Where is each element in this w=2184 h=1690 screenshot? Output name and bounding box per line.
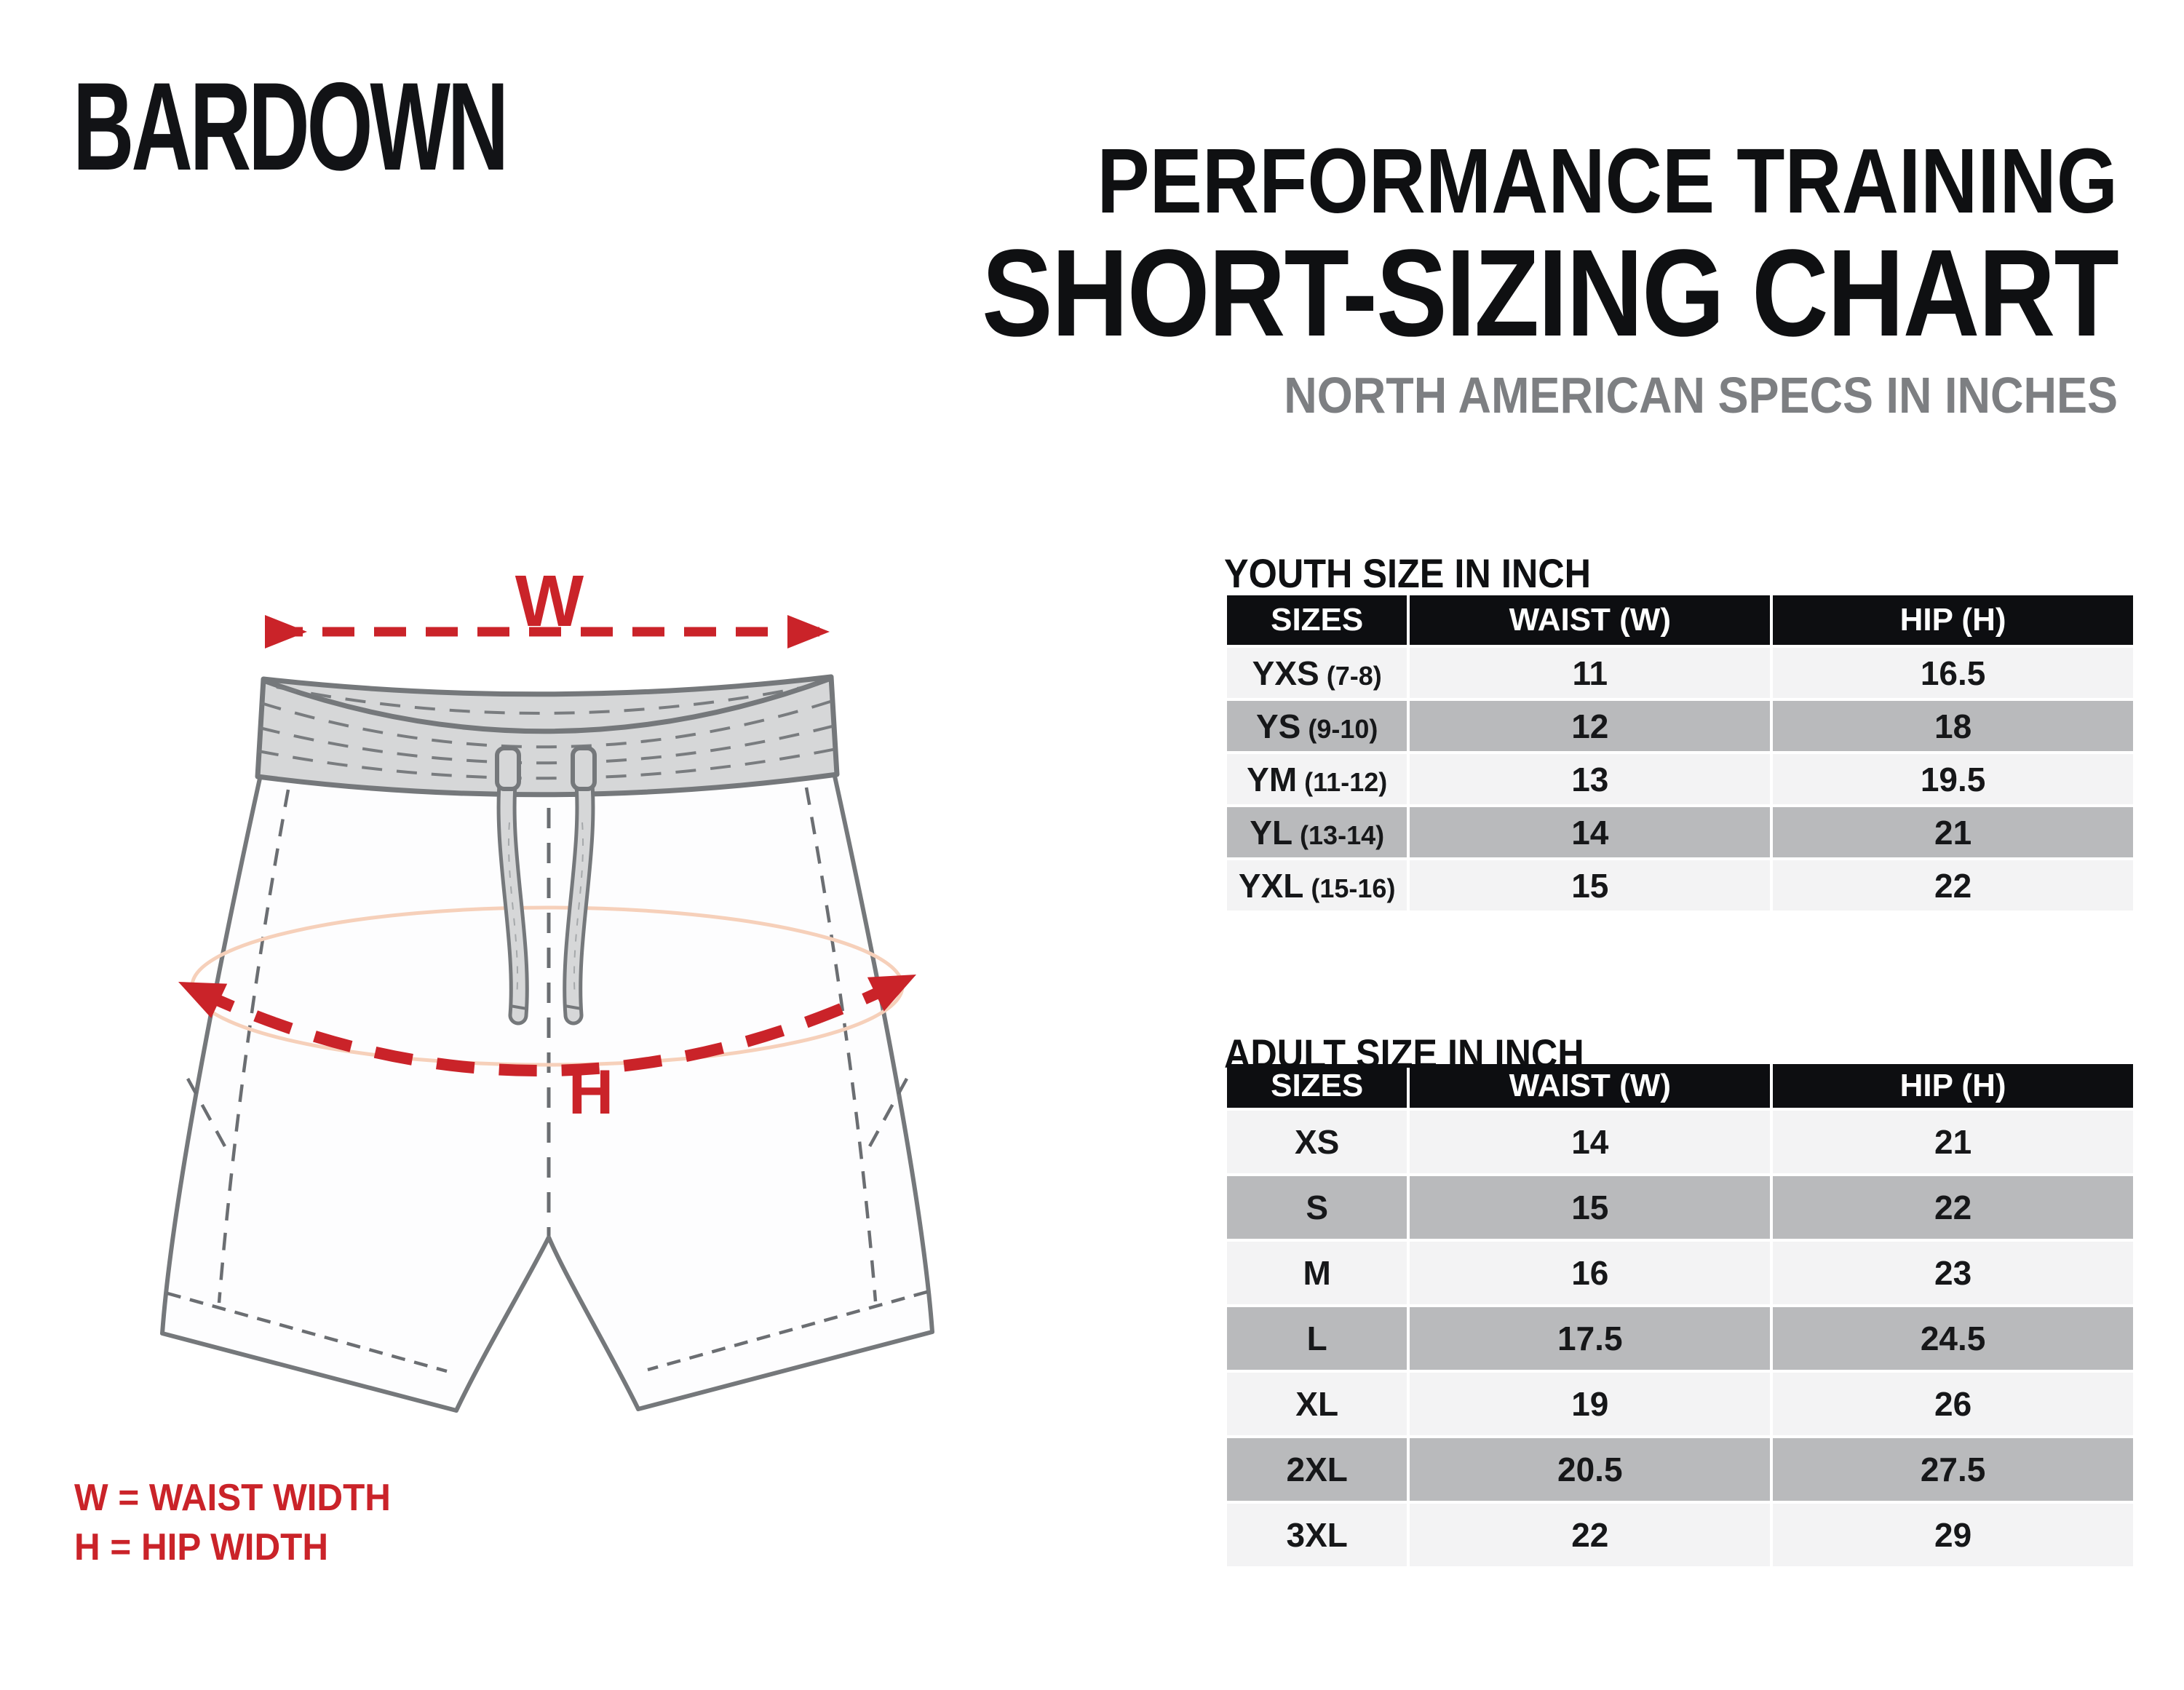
waist-value-cell: 13	[1410, 754, 1771, 804]
hip-measure-label: H	[568, 1058, 613, 1127]
table-row: YXS (7-8) 11 16.5	[1227, 648, 2133, 698]
table-row: YM (11-12) 13 19.5	[1227, 754, 2133, 804]
table-row: XS 14 21	[1227, 1111, 2133, 1173]
size-age-range: (11-12)	[1297, 766, 1388, 797]
table-row: 2XL 20.5 27.5	[1227, 1438, 2133, 1501]
waist-value-cell: 11	[1410, 648, 1771, 698]
hip-value-cell: 21	[1773, 807, 2133, 857]
table-header-row: SIZES WAIST (W) HIP (H)	[1227, 1064, 2133, 1108]
column-header: WAIST (W)	[1410, 1064, 1771, 1108]
size-name: YL	[1250, 813, 1293, 852]
size-name: 3XL	[1286, 1516, 1348, 1554]
size-cell: YS (9-10)	[1227, 701, 1407, 751]
waist-value-cell: 15	[1410, 1176, 1771, 1239]
size-cell: YXL (15-16)	[1227, 860, 1407, 911]
size-cell: S	[1227, 1176, 1407, 1239]
size-cell: M	[1227, 1242, 1407, 1304]
waist-value-cell: 20.5	[1410, 1438, 1771, 1501]
grommets	[495, 746, 597, 791]
waist-value-cell: 19	[1410, 1373, 1771, 1435]
waist-value-cell: 14	[1410, 1111, 1771, 1173]
column-header: SIZES	[1227, 595, 1407, 645]
table-header-row: SIZES WAIST (W) HIP (H)	[1227, 595, 2133, 645]
size-age-range: (13-14)	[1292, 820, 1385, 850]
waist-value-cell: 16	[1410, 1242, 1771, 1304]
page-title-line1: PERFORMANCE TRAINING	[1097, 130, 2118, 232]
table-row: XL 19 26	[1227, 1373, 2133, 1435]
size-cell: YL (13-14)	[1227, 807, 1407, 857]
size-name: XS	[1295, 1123, 1340, 1161]
shorts-diagram: W H	[160, 560, 934, 1413]
size-cell: YM (11-12)	[1227, 754, 1407, 804]
hip-value-cell: 22	[1773, 1176, 2133, 1239]
hip-value-cell: 27.5	[1773, 1438, 2133, 1501]
waist-value-cell: 17.5	[1410, 1307, 1771, 1370]
size-cell: XS	[1227, 1111, 1407, 1173]
table-row: M 16 23	[1227, 1242, 2133, 1304]
size-age-range: (15-16)	[1303, 873, 1396, 903]
youth-size-table: SIZES WAIST (W) HIP (H) YXS (7-8) 11 16.5 YS (…	[1224, 592, 2136, 913]
size-name: S	[1306, 1189, 1329, 1226]
size-age-range: (7-8)	[1319, 660, 1382, 691]
size-name: YXL	[1238, 866, 1304, 905]
adult-size-table: SIZES WAIST (W) HIP (H) XS 14 21 S 15 22 M 16 23 L 17…	[1224, 1061, 2136, 1569]
hip-value-cell: 24.5	[1773, 1307, 2133, 1370]
waistband	[255, 674, 840, 798]
hip-value-cell: 29	[1773, 1504, 2133, 1566]
table-row: L 17.5 24.5	[1227, 1307, 2133, 1370]
hip-value-cell: 21	[1773, 1111, 2133, 1173]
legend-waist: W = WAIST WIDTH	[74, 1477, 391, 1519]
hip-value-cell: 18	[1773, 701, 2133, 751]
waist-value-cell: 14	[1410, 807, 1771, 857]
hip-value-cell: 19.5	[1773, 754, 2133, 804]
page-subtitle: NORTH AMERICAN SPECS IN INCHES	[1284, 367, 2118, 424]
waist-value-cell: 15	[1410, 860, 1771, 911]
hip-value-cell: 23	[1773, 1242, 2133, 1304]
column-header: HIP (H)	[1773, 1064, 2133, 1108]
table-row: YL (13-14) 14 21	[1227, 807, 2133, 857]
waist-value-cell: 12	[1410, 701, 1771, 751]
size-cell: L	[1227, 1307, 1407, 1370]
drawstrings	[496, 765, 595, 1025]
hip-value-cell: 16.5	[1773, 648, 2133, 698]
hip-value-cell: 22	[1773, 860, 2133, 911]
hip-value-cell: 26	[1773, 1373, 2133, 1435]
size-name: YM	[1247, 760, 1298, 798]
brand-logo: BARDOWN	[73, 57, 509, 197]
size-name: YS	[1255, 707, 1301, 745]
youth-table-title: YOUTH SIZE IN INCH	[1224, 550, 1592, 596]
column-header: SIZES	[1227, 1064, 1407, 1108]
column-header: HIP (H)	[1773, 595, 2133, 645]
legend-hip: H = HIP WIDTH	[74, 1526, 329, 1568]
size-name: M	[1303, 1254, 1331, 1292]
size-cell: 2XL	[1227, 1438, 1407, 1501]
size-cell: YXS (7-8)	[1227, 648, 1407, 698]
page-title-line2: SHORT-SIZING CHART	[982, 224, 2119, 362]
table-row: YS (9-10) 12 18	[1227, 701, 2133, 751]
table-row: 3XL 22 29	[1227, 1504, 2133, 1566]
measurement-marks: W H	[178, 560, 916, 1127]
size-name: 2XL	[1286, 1451, 1348, 1488]
waist-value-cell: 22	[1410, 1504, 1771, 1566]
size-name: XL	[1295, 1385, 1339, 1423]
size-cell: XL	[1227, 1373, 1407, 1435]
size-age-range: (9-10)	[1301, 713, 1378, 744]
column-header: WAIST (W)	[1410, 595, 1771, 645]
size-cell: 3XL	[1227, 1504, 1407, 1566]
table-row: S 15 22	[1227, 1176, 2133, 1239]
table-row: YXL (15-16) 15 22	[1227, 860, 2133, 911]
seam-lines	[167, 787, 928, 1373]
size-name: L	[1306, 1320, 1327, 1357]
size-name: YXS	[1252, 654, 1319, 692]
